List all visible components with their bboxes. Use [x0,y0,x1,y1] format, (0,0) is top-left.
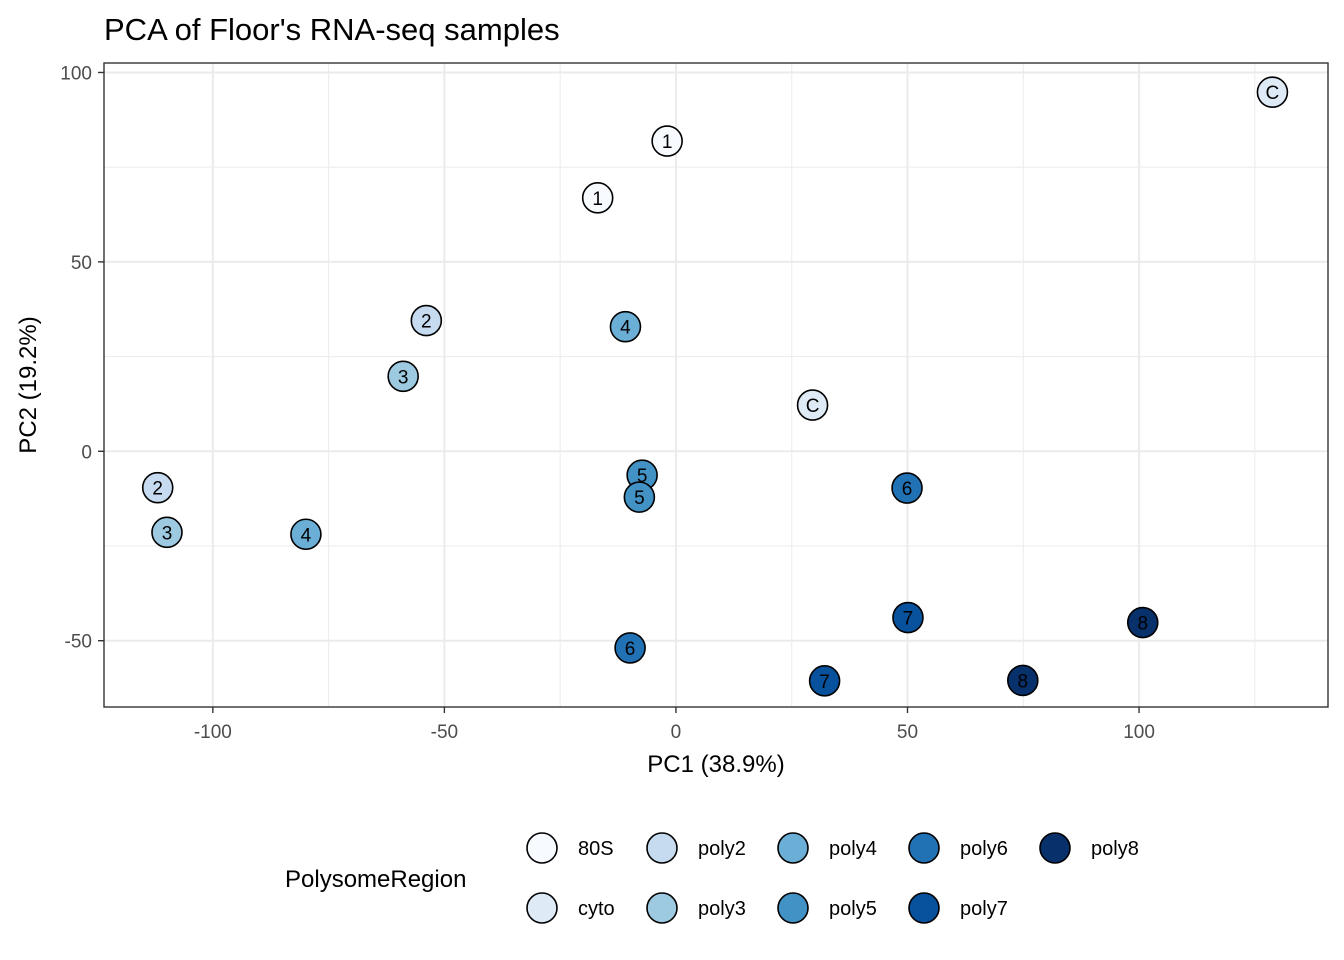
data-point-label: C [1266,83,1280,104]
data-point-label: 3 [398,367,409,388]
data-point-label: 1 [662,132,673,153]
data-point: 6 [614,632,646,664]
legend-title: PolysomeRegion [285,866,466,893]
legend-swatch [526,892,558,924]
data-point-marker [892,601,924,634]
data-point-label: 6 [625,639,636,660]
data-points: 1 1 C C 2 2 3 3 4 4 55 6 6 7 7 8 8 [141,76,1289,697]
data-point-marker [651,125,683,157]
data-point-label: 5 [637,466,648,487]
legend-swatch [526,832,558,864]
data-point: 2 [410,304,443,337]
data-point-label: C [806,396,820,417]
legend-item: poly8 [1039,832,1139,864]
data-point-label: 2 [421,312,432,333]
legend-swatch [777,832,809,864]
data-point-label: 7 [903,609,914,630]
legend-item: poly5 [777,892,877,924]
data-point-label: 8 [1018,671,1029,692]
data-point-label: 1 [592,189,603,210]
legend-swatch [908,832,940,864]
plot-panel-border [103,62,1329,708]
data-point: 1 [651,125,683,157]
data-point: 3 [151,516,183,549]
legend-label: poly8 [1091,838,1139,860]
data-point-marker [614,632,646,664]
legend-swatch [646,832,678,864]
y-axis-title: PC2 (19.2%) [15,316,42,453]
x-tick-label: 100 [1123,722,1155,743]
y-tick-label: 0 [81,442,92,463]
y-tick-label: -50 [65,632,92,653]
data-point-marker [581,182,614,214]
x-tick-label: 0 [671,722,682,743]
chart-title: PCA of Floor's RNA-seq samples [104,12,560,47]
data-point: 7 [892,601,924,634]
legend-label: cyto [578,898,615,920]
data-point: 3 [387,360,419,393]
data-point: 6 [891,472,923,504]
data-point: 7 [808,665,841,697]
data-point-marker [1007,664,1039,697]
data-point-marker [623,481,656,513]
legend-item: cyto [526,892,615,924]
data-point: 5 [623,481,656,513]
legend-label: poly7 [960,898,1008,920]
axes: -100 -50 0 50 100 -50 0 50 100 [60,63,1155,743]
data-point-marker [290,518,322,551]
legend-swatch [908,892,940,924]
data-point: C [1256,76,1289,108]
data-point-marker [410,304,443,337]
data-point: 8 [1126,606,1159,639]
legend-swatch [1039,832,1071,864]
data-point-marker [796,389,829,421]
data-point-label: 7 [819,672,830,693]
x-tick-label: 50 [897,722,918,743]
legend-label: 80S [578,838,614,860]
data-point-label: 6 [902,479,913,500]
legend-item: 80S [526,832,614,864]
data-point: 2 [141,471,174,504]
data-point-marker [1256,76,1289,108]
y-tick-label: 100 [60,63,92,84]
legend-item: poly6 [908,832,1008,864]
legend-label: poly5 [829,898,877,920]
data-point-marker [387,360,419,393]
data-point-label: 8 [1137,614,1148,635]
legend-item: poly2 [646,832,746,864]
data-point-marker [1126,606,1159,639]
data-point-label: 4 [301,525,312,546]
data-point-marker [891,472,923,504]
y-tick-label: 50 [71,253,92,274]
legend-label: poly4 [829,838,877,860]
data-point-marker [609,310,642,343]
data-point: 4 [609,310,642,343]
x-tick-label: -100 [194,722,232,743]
data-point: 4 [290,518,322,551]
legend-item: poly4 [777,832,877,864]
legend-label: poly3 [698,898,746,920]
legend-item: poly3 [646,892,746,924]
x-axis-title: PC1 (38.9%) [647,751,784,778]
data-point-marker [151,516,183,549]
data-point: 8 [1007,664,1039,697]
data-point-label: 2 [152,479,163,500]
data-point-label: 4 [620,318,631,339]
legend-label: poly6 [960,838,1008,860]
legend: PolysomeRegion 80S cyto poly2 poly3 poly4 pol… [285,832,1139,924]
data-point: C [796,389,829,421]
legend-item: poly7 [908,892,1008,924]
data-point-marker [808,665,841,697]
data-point-label: 3 [162,523,173,544]
x-tick-label: -50 [431,722,458,743]
data-point-marker [141,471,174,504]
legend-swatch [777,892,809,924]
legend-swatch [646,892,678,924]
data-point: 1 [581,182,614,214]
data-point-label: 5 [634,488,645,509]
legend-label: poly2 [698,838,746,860]
